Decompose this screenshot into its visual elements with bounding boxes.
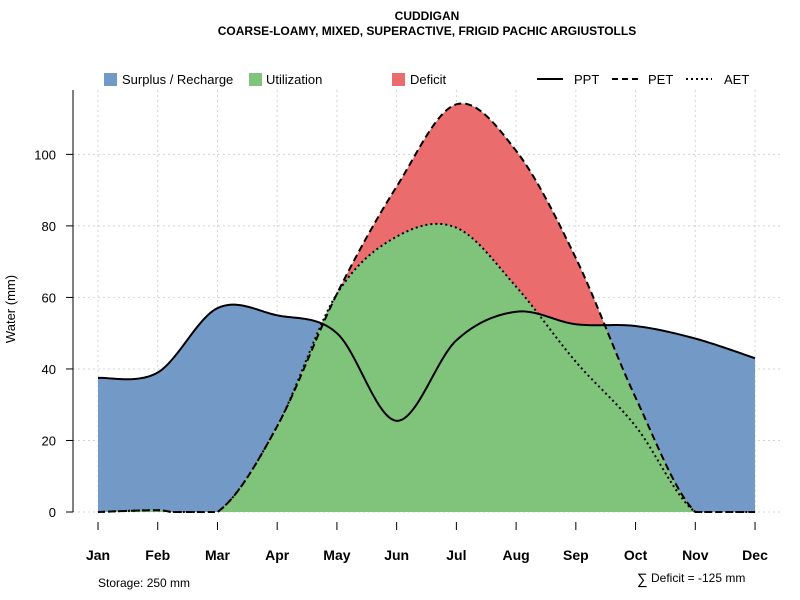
- x-tick-label-dec: Dec: [742, 547, 768, 563]
- legend-label-pet: PET: [648, 72, 673, 87]
- areas: [98, 103, 756, 512]
- storage-note: Storage: 250 mm: [98, 576, 190, 590]
- chart-subtitle: COARSE-LOAMY, MIXED, SUPERACTIVE, FRIGID…: [218, 24, 636, 38]
- y-tick-label-3: 60: [42, 290, 56, 305]
- x-ticks: Jan Feb Mar Apr May Jun Jul Aug Sep Oct Nov Dec: [86, 522, 768, 563]
- legend-label-ppt: PPT: [574, 72, 599, 87]
- legend-swatch-surplus: [104, 73, 117, 86]
- y-tick-label-2: 40: [42, 362, 56, 377]
- legend-swatch-utilization: [249, 73, 262, 86]
- legend-label-aet: AET: [724, 72, 749, 87]
- x-tick-label-oct: Oct: [624, 547, 648, 563]
- x-tick-label-sep: Sep: [563, 547, 589, 563]
- ppt-line: [97, 303, 756, 422]
- legend-label-utilization: Utilization: [266, 72, 322, 87]
- aet-area: [98, 223, 756, 512]
- series-lines: [97, 102, 756, 513]
- y-ticks: 0 20 40 60 80 100: [34, 147, 73, 520]
- aet-line: [97, 222, 756, 513]
- x-tick-label-nov: Nov: [682, 547, 709, 563]
- y-axis-title: Water (mm): [3, 275, 18, 343]
- chart-title: CUDDIGAN: [395, 9, 460, 23]
- legend-swatch-deficit: [392, 73, 405, 86]
- x-tick-label-apr: Apr: [265, 547, 290, 563]
- x-tick-label-jan: Jan: [86, 547, 110, 563]
- x-tick-label-aug: Aug: [503, 547, 530, 563]
- x-tick-label-feb: Feb: [145, 547, 170, 563]
- x-tick-label-jul: Jul: [446, 547, 466, 563]
- deficit-total: Deficit = -125 mm: [651, 571, 745, 585]
- legend-label-deficit: Deficit: [410, 72, 447, 87]
- pet-line: [97, 102, 756, 513]
- legend-label-surplus: Surplus / Recharge: [122, 72, 233, 87]
- y-tick-label-0: 0: [49, 505, 56, 520]
- x-tick-label-mar: Mar: [205, 547, 230, 563]
- y-tick-label-5: 100: [34, 147, 56, 162]
- legend: Surplus / Recharge Utilization Deficit P…: [104, 72, 749, 87]
- x-tick-label-may: May: [323, 547, 350, 563]
- sum-icon: ∑: [637, 571, 648, 588]
- y-tick-label-1: 20: [42, 433, 56, 448]
- y-tick-label-4: 80: [42, 219, 56, 234]
- x-tick-label-jun: Jun: [384, 547, 409, 563]
